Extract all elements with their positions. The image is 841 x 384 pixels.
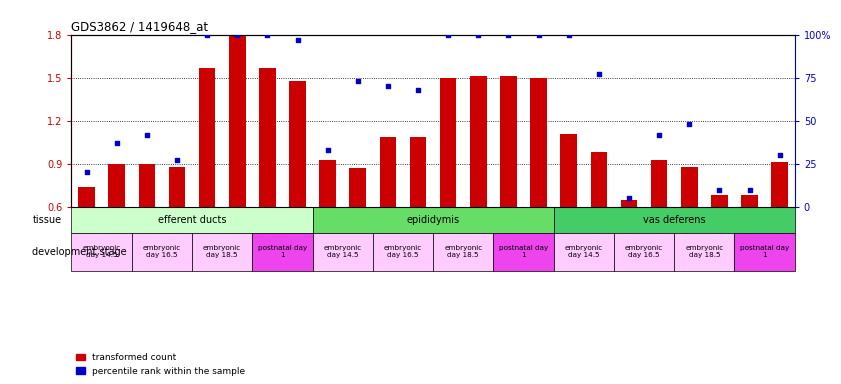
Text: tissue: tissue [32, 215, 61, 225]
Bar [198, 68, 215, 207]
Point [261, 31, 274, 38]
Bar [139, 164, 155, 207]
Legend: transformed count, percentile rank within the sample: transformed count, percentile rank withi… [76, 353, 246, 376]
Point [532, 31, 545, 38]
Point [200, 31, 214, 38]
Bar [500, 76, 516, 207]
Point [683, 121, 696, 127]
Text: embryonic
day 14.5: embryonic day 14.5 [324, 245, 362, 258]
Text: embryonic
day 18.5: embryonic day 18.5 [203, 245, 241, 258]
Bar [379, 137, 396, 207]
Bar [259, 68, 276, 207]
Bar [132, 233, 192, 271]
Point [472, 31, 485, 38]
Bar [734, 233, 795, 271]
Point [170, 157, 183, 164]
Point [562, 31, 575, 38]
Point [773, 152, 786, 158]
Point [230, 31, 244, 38]
Bar [553, 233, 614, 271]
Bar [621, 200, 637, 207]
Text: embryonic
day 18.5: embryonic day 18.5 [444, 245, 483, 258]
Bar [433, 233, 494, 271]
Bar [553, 207, 795, 233]
Text: embryonic
day 16.5: embryonic day 16.5 [143, 245, 181, 258]
Point [381, 83, 394, 89]
Bar [229, 35, 246, 207]
Bar [531, 78, 547, 207]
Point [743, 187, 756, 193]
Bar [410, 137, 426, 207]
Text: efferent ducts: efferent ducts [158, 215, 226, 225]
Text: epididymis: epididymis [406, 215, 460, 225]
Text: development stage: development stage [32, 247, 127, 257]
Bar [373, 233, 433, 271]
Bar [78, 187, 95, 207]
Bar [771, 162, 788, 207]
Bar [560, 134, 577, 207]
Bar [614, 233, 674, 271]
Point [502, 31, 516, 38]
Bar [192, 233, 252, 271]
Bar [711, 195, 727, 207]
Point [442, 31, 455, 38]
Point [140, 131, 154, 137]
Bar [741, 195, 758, 207]
Bar [440, 78, 457, 207]
Bar [252, 233, 313, 271]
Bar [674, 233, 734, 271]
Text: GDS3862 / 1419648_at: GDS3862 / 1419648_at [71, 20, 209, 33]
Text: vas deferens: vas deferens [643, 215, 706, 225]
Text: embryonic
day 14.5: embryonic day 14.5 [82, 245, 121, 258]
Text: embryonic
day 18.5: embryonic day 18.5 [685, 245, 723, 258]
Bar [289, 81, 306, 207]
Text: embryonic
day 16.5: embryonic day 16.5 [383, 245, 422, 258]
Text: postnatal day
1: postnatal day 1 [499, 245, 548, 258]
Text: postnatal day
1: postnatal day 1 [740, 245, 789, 258]
Text: embryonic
day 16.5: embryonic day 16.5 [625, 245, 664, 258]
Text: embryonic
day 14.5: embryonic day 14.5 [564, 245, 603, 258]
Point [653, 131, 666, 137]
Bar [350, 168, 366, 207]
Bar [169, 167, 185, 207]
Point [592, 71, 606, 77]
Bar [590, 152, 607, 207]
Text: postnatal day
1: postnatal day 1 [258, 245, 307, 258]
Bar [108, 164, 125, 207]
Bar [651, 159, 668, 207]
Bar [71, 233, 132, 271]
Bar [681, 167, 697, 207]
Point [291, 36, 304, 43]
Bar [313, 233, 373, 271]
Point [351, 78, 364, 84]
Bar [320, 159, 336, 207]
Point [110, 140, 124, 146]
Point [80, 169, 93, 175]
Point [622, 195, 636, 201]
Bar [313, 207, 553, 233]
Bar [470, 76, 487, 207]
Point [411, 87, 425, 93]
Point [712, 187, 726, 193]
Point [321, 147, 335, 153]
Bar [71, 207, 313, 233]
Bar [494, 233, 553, 271]
